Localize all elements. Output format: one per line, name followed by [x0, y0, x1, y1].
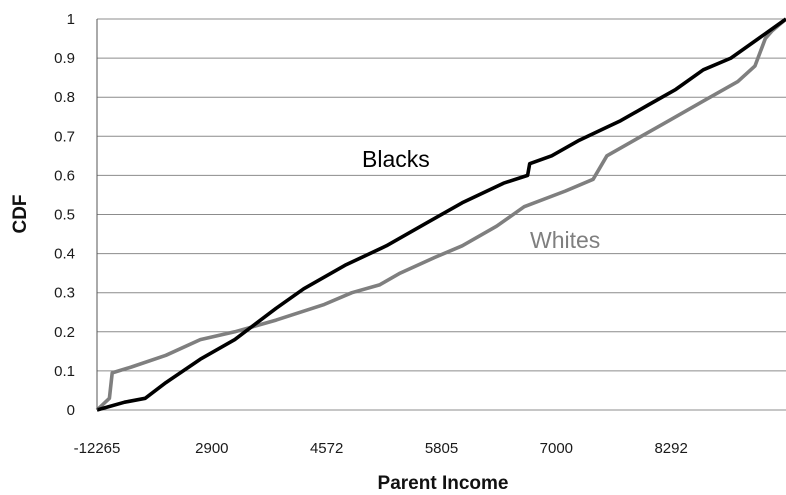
y-tick-label: 0.4: [54, 246, 75, 263]
series-label-blacks: Blacks: [362, 146, 430, 172]
y-tick-label: 0.9: [54, 50, 75, 67]
x-axis-title: Parent Income: [378, 473, 509, 494]
y-tick-label: 0.5: [54, 207, 75, 224]
y-tick-label: 0: [67, 402, 75, 419]
series-lines: [95, 17, 786, 412]
y-tick-label: 0.3: [54, 285, 75, 302]
x-tick-label: 7000: [540, 440, 573, 457]
y-tick-label: 1: [67, 11, 75, 28]
y-tick-labels: 0 0.1 0.2 0.3 0.4 0.5 0.6 0.7 0.8 0.9 1: [54, 11, 75, 419]
series-line-blacks: [96, 17, 786, 412]
y-axis-title: CDF: [10, 194, 31, 233]
x-tick-label: 5805: [425, 440, 458, 457]
y-tick-label: 0.8: [54, 89, 75, 106]
series-label-whites: Whites: [530, 227, 600, 253]
x-tick-labels: -12265 2900 4572 5805 7000 8292: [74, 440, 688, 457]
y-tick-label: 0.2: [54, 324, 75, 341]
y-tick-label: 0.6: [54, 167, 75, 184]
x-tick-label: 4572: [310, 440, 343, 457]
x-tick-label: 8292: [654, 440, 687, 457]
y-tick-label: 0.7: [54, 128, 75, 145]
y-tick-label: 0.1: [54, 363, 75, 380]
series-line-whites: [95, 17, 786, 412]
x-tick-label: -12265: [74, 440, 121, 457]
x-tick-label: 2900: [195, 440, 228, 457]
